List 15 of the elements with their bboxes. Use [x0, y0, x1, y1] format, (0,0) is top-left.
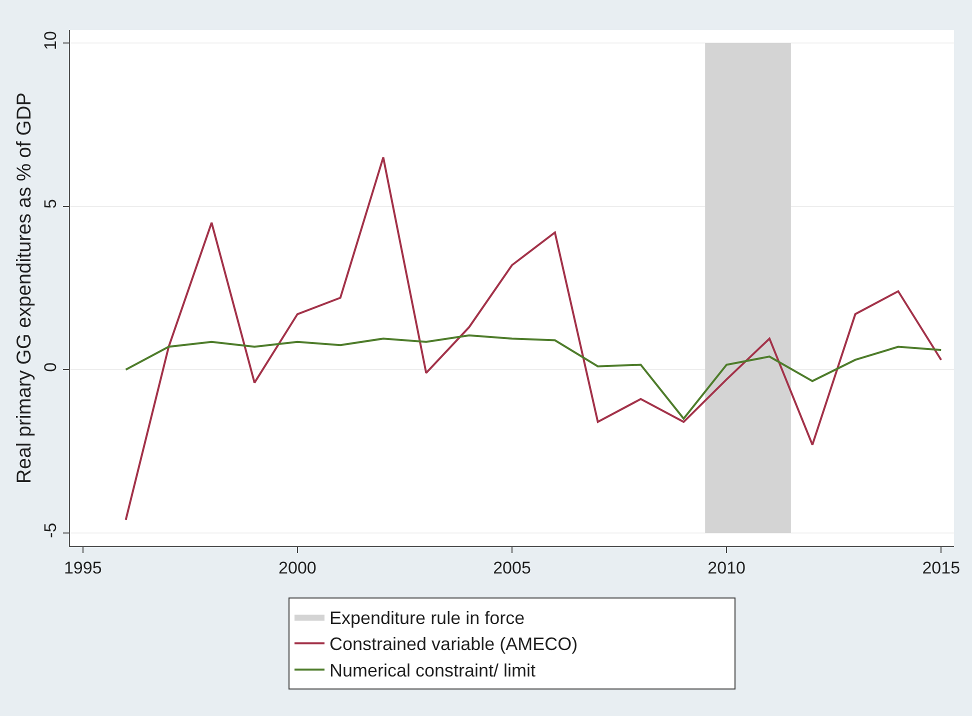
x-tick-label: 2010 [708, 558, 746, 578]
y-tick-label: 5 [41, 199, 60, 209]
legend-label: Expenditure rule in force [330, 608, 525, 628]
legend-label: Numerical constraint/ limit [330, 660, 536, 681]
y-tick-label: -5 [41, 522, 60, 538]
legend-label: Constrained variable (AMECO) [330, 634, 578, 654]
x-tick-label: 2005 [493, 558, 531, 578]
line-series [124, 156, 942, 521]
x-tick-label: 1995 [64, 558, 102, 578]
line-series [124, 334, 942, 420]
x-tick-label: 2000 [278, 558, 316, 578]
y-tick-label: 0 [41, 362, 60, 372]
y-axis-title: Real primary GG expenditures as % of GDP [14, 92, 36, 484]
y-tick-label: 10 [41, 31, 60, 50]
x-tick-label: 2015 [922, 558, 960, 578]
